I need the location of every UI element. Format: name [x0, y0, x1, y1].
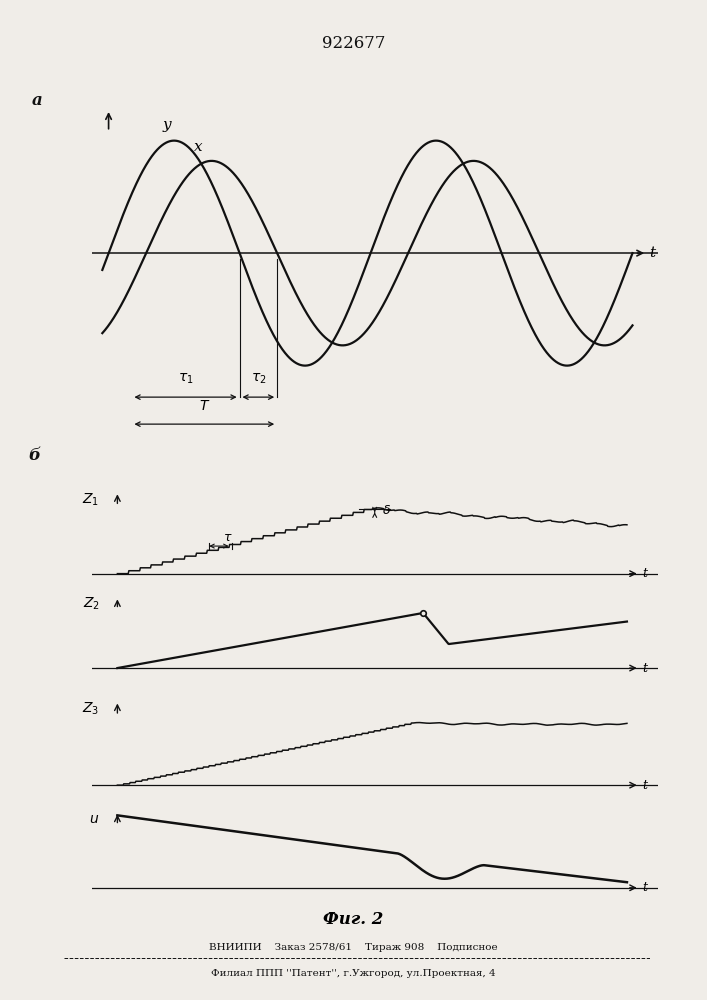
- Text: $Z_2$: $Z_2$: [83, 595, 100, 612]
- Text: y: y: [163, 118, 171, 132]
- Text: $\delta$: $\delta$: [382, 504, 392, 517]
- Text: Филиал ППП ''Патент'', г.Ужгород, ул.Проектная, 4: Филиал ППП ''Патент'', г.Ужгород, ул.Про…: [211, 969, 496, 978]
- Text: Фиг. 2: Фиг. 2: [323, 911, 384, 928]
- Text: 922677: 922677: [322, 35, 385, 52]
- Text: $\tau_1$: $\tau_1$: [177, 371, 193, 386]
- Text: t: t: [642, 881, 647, 894]
- Text: $Z_3$: $Z_3$: [82, 701, 100, 717]
- Text: $T$: $T$: [199, 399, 210, 413]
- Text: x: x: [194, 140, 203, 154]
- Text: б: б: [28, 447, 40, 464]
- Text: t: t: [642, 567, 647, 580]
- Text: t: t: [642, 662, 647, 675]
- Text: $u$: $u$: [89, 812, 100, 826]
- Text: t: t: [649, 246, 655, 260]
- Text: $\tau$: $\tau$: [223, 531, 233, 544]
- Text: t: t: [642, 779, 647, 792]
- Text: $\tau_2$: $\tau_2$: [250, 371, 266, 386]
- Text: $Z_1$: $Z_1$: [83, 491, 100, 508]
- Text: а: а: [32, 92, 42, 109]
- Text: ВНИИПИ    Заказ 2578/61    Тираж 908    Подписное: ВНИИПИ Заказ 2578/61 Тираж 908 Подписное: [209, 943, 498, 952]
